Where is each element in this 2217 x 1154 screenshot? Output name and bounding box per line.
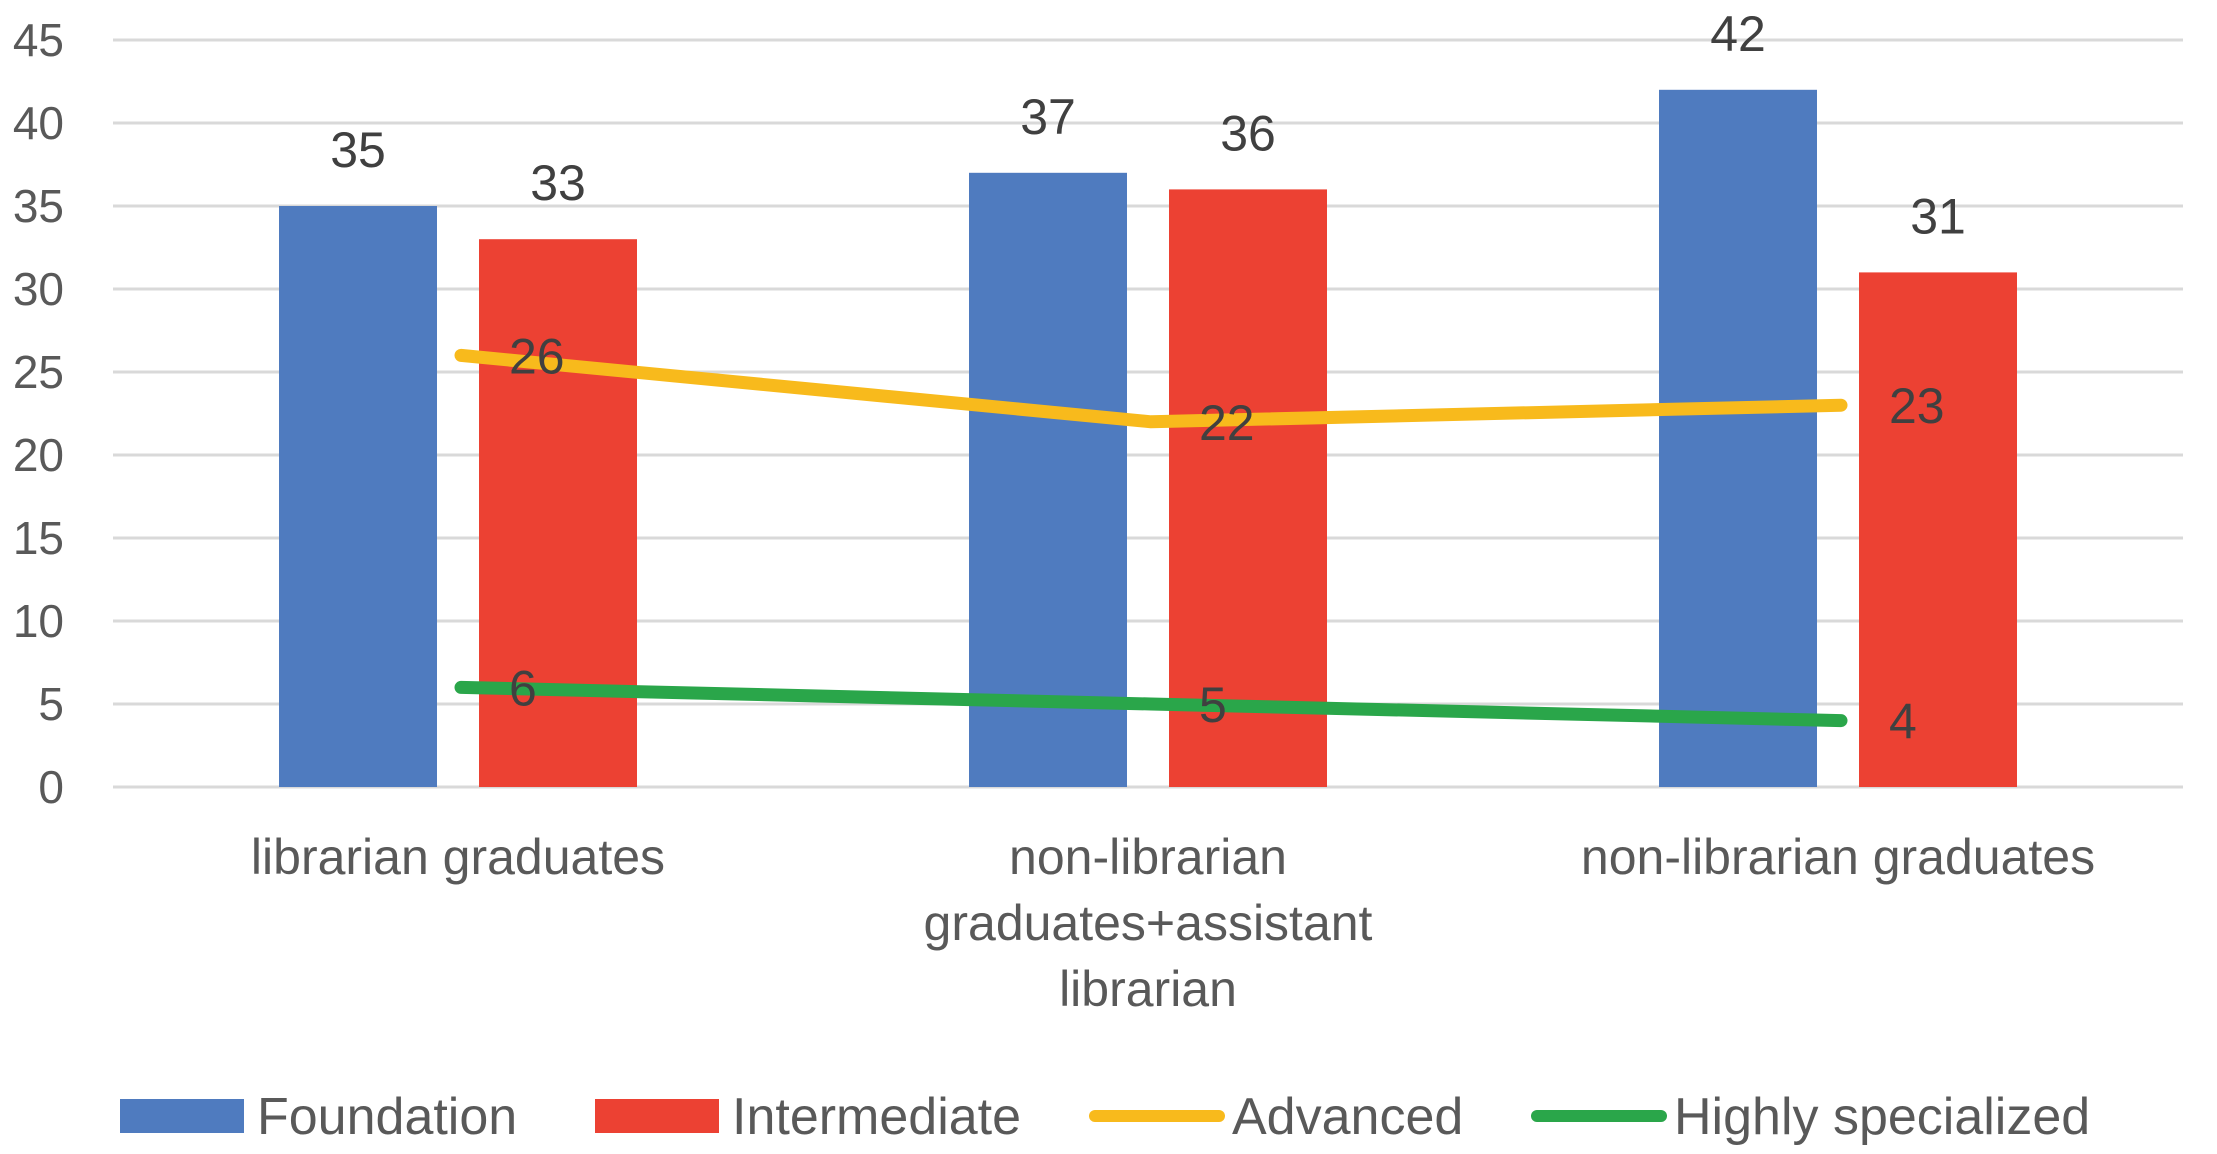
bar-intermediate	[479, 239, 637, 787]
y-tick-label: 10	[13, 595, 64, 647]
bar-foundation	[969, 172, 1127, 788]
y-tick-label: 0	[38, 761, 64, 813]
legend-label: Foundation	[257, 1088, 517, 1146]
data-labels: 35 37 42 33 36 31 26 22 23 6 5 4	[330, 6, 1966, 750]
line-data-label: 22	[1199, 395, 1255, 451]
x-category-label: non-librarian	[1009, 829, 1287, 885]
legend-label: Advanced	[1232, 1088, 1463, 1146]
bar-foundation	[1659, 89, 1817, 788]
y-tick-label: 40	[13, 97, 64, 149]
legend: Foundation Intermediate Advanced Highly spe…	[120, 1088, 2090, 1146]
y-tick-label: 30	[13, 263, 64, 315]
y-axis-ticks: 0 5 10 15 20 25 30 35 40 45	[13, 14, 64, 813]
y-tick-label: 5	[38, 678, 64, 730]
bar-data-label: 33	[530, 155, 586, 211]
y-tick-label: 45	[13, 14, 64, 66]
x-axis-categories: librarian graduates non-librarian graduate…	[251, 829, 2095, 1017]
bar-foundation	[279, 206, 437, 787]
bar-data-label: 42	[1710, 6, 1766, 62]
y-tick-label: 15	[13, 512, 64, 564]
legend-label: Intermediate	[732, 1088, 1021, 1146]
line-data-label: 26	[509, 328, 565, 384]
x-category-label: librarian	[1059, 961, 1237, 1017]
x-category-label: graduates+assistant	[924, 895, 1373, 951]
line-data-label: 4	[1889, 694, 1917, 750]
line-data-label: 5	[1199, 677, 1227, 733]
line-data-label: 6	[509, 660, 537, 716]
y-tick-label: 35	[13, 180, 64, 232]
line-data-label: 23	[1889, 378, 1945, 434]
y-tick-label: 25	[13, 346, 64, 398]
bar-intermediate	[1859, 272, 2017, 787]
x-category-label: non-librarian graduates	[1581, 829, 2095, 885]
bar-data-label: 35	[330, 122, 386, 178]
bar-data-label: 37	[1020, 89, 1076, 145]
y-tick-label: 20	[13, 429, 64, 481]
legend-label: Highly specialized	[1674, 1088, 2090, 1146]
bar-data-label: 31	[1910, 188, 1966, 244]
bar-intermediate	[1169, 189, 1327, 787]
lines	[454, 348, 1848, 728]
line-advanced	[454, 348, 1848, 429]
legend-swatch	[120, 1099, 244, 1133]
grid-lines	[113, 38, 2183, 789]
line-highly-specialized	[454, 680, 1848, 728]
x-category-label: librarian graduates	[251, 829, 665, 885]
bar-data-label: 36	[1220, 105, 1276, 161]
legend-swatch	[595, 1099, 719, 1133]
